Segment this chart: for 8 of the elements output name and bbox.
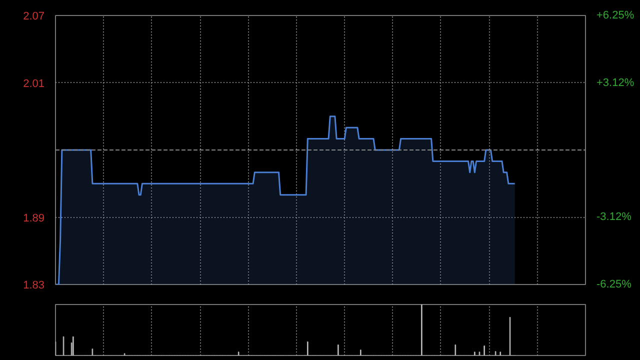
y-tick-label: 2.01 [23, 78, 45, 90]
y2-tick-label: -3.12% [596, 211, 632, 224]
y2-tick-label: -6.25% [596, 278, 632, 290]
y-tick-label: 1.83 [23, 280, 45, 292]
y2-tick-label: +3.12% [596, 76, 634, 89]
y-tick-label: 1.89 [23, 212, 45, 224]
y-tick-label: 2.07 [23, 10, 45, 22]
y2-tick-label: +6.25% [596, 10, 634, 22]
